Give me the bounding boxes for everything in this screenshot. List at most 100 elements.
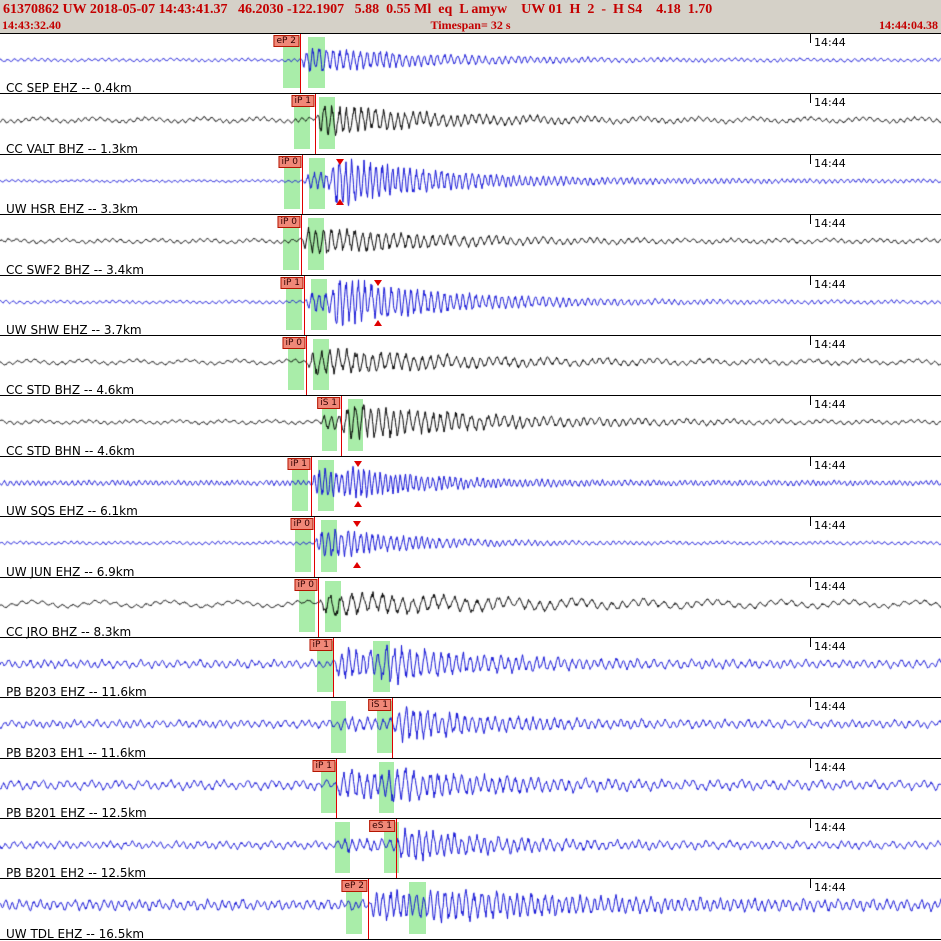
trace-panel: iP 0 14:44 UW JUN EHZ -- 6.9km: [0, 517, 941, 579]
minute-label: 14:44: [814, 398, 846, 412]
amp-marker-up-icon: [374, 319, 382, 326]
pick-label[interactable]: iP 0: [282, 336, 305, 349]
waveform-canvas[interactable]: [0, 396, 941, 456]
station-label: CC STD BHN -- 4.6km: [6, 443, 135, 458]
station-label: PB B203 EHZ -- 11.6km: [6, 685, 147, 700]
trace-panel: eS 1 14:44 PB B201 EH2 -- 12.5km: [0, 819, 941, 881]
pick-label[interactable]: iP 1: [291, 95, 314, 108]
amp-marker-down-icon: [374, 279, 382, 286]
station-label: CC SWF2 BHZ -- 3.4km: [6, 262, 144, 277]
pick-line[interactable]: [315, 94, 316, 154]
waveform-canvas[interactable]: [0, 819, 941, 879]
pick-line[interactable]: [311, 456, 312, 517]
pick-label[interactable]: iP 1: [312, 759, 335, 772]
minute-label: 14:44: [814, 760, 846, 774]
waveform-canvas[interactable]: [0, 215, 941, 275]
pick-label[interactable]: iP 1: [280, 276, 303, 289]
trace-panel: iP 0 14:44 CC STD BHZ -- 4.6km: [0, 335, 941, 397]
pick-label[interactable]: eP 2: [341, 880, 367, 893]
amp-marker-down-icon: [336, 158, 344, 165]
trace-panel: iS 1 14:44 PB B203 EH1 -- 11.6km: [0, 698, 941, 760]
station-label: PB B203 EH1 -- 11.6km: [6, 745, 147, 760]
waveform-canvas[interactable]: [0, 456, 941, 516]
pick-line[interactable]: [336, 758, 337, 819]
waveform-canvas[interactable]: [0, 577, 941, 637]
minute-tick: [810, 577, 811, 587]
minute-tick: [810, 94, 811, 104]
minute-label: 14:44: [814, 277, 846, 291]
waveform-canvas[interactable]: [0, 698, 941, 758]
pick-line[interactable]: [318, 577, 319, 637]
waveform-canvas[interactable]: [0, 879, 941, 939]
minute-tick: [810, 698, 811, 708]
trace-panel: iP 1 14:44 UW SQS EHZ -- 6.1km: [0, 456, 941, 518]
pick-label[interactable]: eP 2: [273, 35, 299, 47]
minute-label: 14:44: [814, 700, 846, 714]
pick-line[interactable]: [368, 879, 369, 939]
trace-panel: iS 1 14:44 CC STD BHN -- 4.6km: [0, 396, 941, 458]
minute-label: 14:44: [814, 639, 846, 653]
minute-label: 14:44: [814, 458, 846, 472]
trace-panel: eP 2 14:44 UW TDL EHZ -- 16.5km: [0, 879, 941, 941]
waveform-canvas[interactable]: [0, 517, 941, 577]
amp-marker-up-icon: [353, 561, 361, 568]
station-label: PB B201 EH2 -- 12.5km: [6, 866, 147, 881]
pick-label[interactable]: eS 1: [369, 820, 395, 833]
pick-line[interactable]: [306, 335, 307, 396]
waveform-canvas[interactable]: [0, 335, 941, 395]
time-header-bar: 14:43:32.40 Timespan= 32 s 14:44:04.38: [0, 19, 941, 33]
minute-tick: [810, 154, 811, 164]
minute-label: 14:44: [814, 821, 846, 835]
minute-label: 14:44: [814, 217, 846, 231]
minute-tick: [810, 335, 811, 345]
pick-line[interactable]: [301, 215, 302, 275]
trace-panel: iP 1 14:44 PB B203 EHZ -- 11.6km: [0, 637, 941, 700]
pick-label[interactable]: iP 0: [294, 578, 317, 591]
station-label: UW TDL EHZ -- 16.5km: [6, 926, 145, 941]
amp-marker-up-icon: [336, 199, 344, 206]
pick-label[interactable]: iP 0: [277, 216, 300, 229]
pick-line[interactable]: [333, 637, 334, 698]
minute-label: 14:44: [814, 519, 846, 533]
station-label: UW SHW EHZ -- 3.7km: [6, 322, 142, 337]
minute-tick: [810, 758, 811, 768]
minute-label: 14:44: [814, 156, 846, 170]
pick-line[interactable]: [302, 154, 303, 215]
trace-panel: iP 0 14:44 CC SWF2 BHZ -- 3.4km: [0, 215, 941, 277]
waveform-canvas[interactable]: [0, 94, 941, 154]
minute-tick: [810, 396, 811, 406]
waveform-canvas[interactable]: [0, 637, 941, 697]
timespan-label: Timespan= 32 s: [430, 18, 511, 32]
pick-label[interactable]: iP 1: [287, 457, 310, 470]
waveform-canvas[interactable]: [0, 275, 941, 335]
pick-label[interactable]: iS 1: [368, 699, 391, 712]
trace-panel: eP 2 14:44 CC SEP EHZ -- 0.4km: [0, 34, 941, 95]
minute-tick: [810, 34, 811, 43]
pick-line[interactable]: [304, 275, 305, 335]
pick-label[interactable]: iS 1: [317, 397, 340, 410]
minute-label: 14:44: [814, 579, 846, 593]
window-end-time: 14:44:04.38: [879, 18, 938, 32]
minute-tick: [810, 819, 811, 829]
pick-line[interactable]: [341, 396, 342, 456]
pick-label[interactable]: iP 0: [278, 155, 301, 168]
waveform-canvas[interactable]: [0, 34, 941, 93]
event-header-bar: 61370862 UW 2018-05-07 14:43:41.37 46.20…: [0, 0, 941, 19]
event-summary: 61370862 UW 2018-05-07 14:43:41.37 46.20…: [3, 2, 713, 17]
pick-line[interactable]: [314, 517, 315, 577]
trace-panel: iP 1 14:44 PB B201 EHZ -- 12.5km: [0, 758, 941, 821]
station-label: CC JRO BHZ -- 8.3km: [6, 624, 132, 639]
pick-label[interactable]: iP 1: [309, 638, 332, 651]
trace-panel: iP 1 14:44 CC VALT BHZ -- 1.3km: [0, 94, 941, 156]
station-label: UW JUN EHZ -- 6.9km: [6, 564, 135, 579]
pick-line[interactable]: [300, 34, 301, 94]
pick-line[interactable]: [396, 819, 397, 879]
waveform-canvas[interactable]: [0, 758, 941, 818]
pick-label[interactable]: iP 0: [290, 518, 313, 531]
pick-line[interactable]: [392, 698, 393, 758]
station-label: PB B201 EHZ -- 12.5km: [6, 806, 147, 821]
waveform-canvas[interactable]: [0, 154, 941, 214]
minute-tick: [810, 215, 811, 225]
minute-label: 14:44: [814, 96, 846, 110]
